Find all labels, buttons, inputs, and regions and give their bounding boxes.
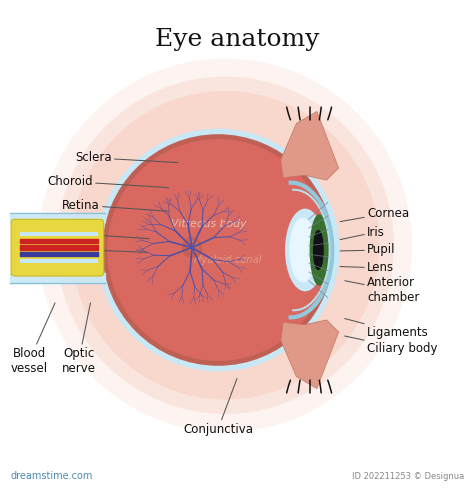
Text: Ligaments: Ligaments xyxy=(345,318,428,339)
Text: Eye anatomy: Eye anatomy xyxy=(155,28,319,51)
Circle shape xyxy=(182,237,202,258)
Circle shape xyxy=(98,130,338,370)
Circle shape xyxy=(38,58,412,432)
Text: Sclera: Sclera xyxy=(75,152,178,164)
Ellipse shape xyxy=(285,208,325,292)
Text: Hyaloid canal: Hyaloid canal xyxy=(194,256,261,266)
Ellipse shape xyxy=(179,236,281,278)
Text: Cornea: Cornea xyxy=(340,206,409,222)
Text: Blood
vessel: Blood vessel xyxy=(10,303,55,375)
Text: dreamstime.com: dreamstime.com xyxy=(10,470,92,480)
Text: Anterior
chamber: Anterior chamber xyxy=(345,276,419,304)
Text: Ciliary body: Ciliary body xyxy=(345,336,438,355)
FancyBboxPatch shape xyxy=(11,220,104,276)
Polygon shape xyxy=(281,320,338,388)
Text: Retina: Retina xyxy=(62,198,168,211)
Circle shape xyxy=(108,140,328,360)
Text: ID 202211253 © Designua: ID 202211253 © Designua xyxy=(352,472,464,480)
Text: Lens: Lens xyxy=(340,262,394,274)
Text: Choroid: Choroid xyxy=(47,175,168,188)
Circle shape xyxy=(103,135,333,365)
Text: Fovea: Fovea xyxy=(53,227,150,240)
Text: Iris: Iris xyxy=(340,226,385,239)
Text: Pupil: Pupil xyxy=(340,244,395,256)
Circle shape xyxy=(56,76,394,414)
Ellipse shape xyxy=(310,215,328,285)
Text: Optic
nerve: Optic nerve xyxy=(62,303,96,375)
Circle shape xyxy=(71,91,380,400)
Text: Vitreous body: Vitreous body xyxy=(171,219,246,229)
Polygon shape xyxy=(281,112,338,180)
Text: Macula: Macula xyxy=(46,242,147,256)
Text: Conjunctiva: Conjunctiva xyxy=(183,378,253,436)
Ellipse shape xyxy=(290,218,316,282)
Ellipse shape xyxy=(314,230,323,270)
